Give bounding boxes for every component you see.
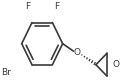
Text: Br: Br (1, 68, 11, 77)
Text: O: O (73, 48, 80, 57)
Text: O: O (113, 60, 120, 69)
Text: F: F (26, 2, 31, 11)
Text: F: F (54, 2, 59, 11)
